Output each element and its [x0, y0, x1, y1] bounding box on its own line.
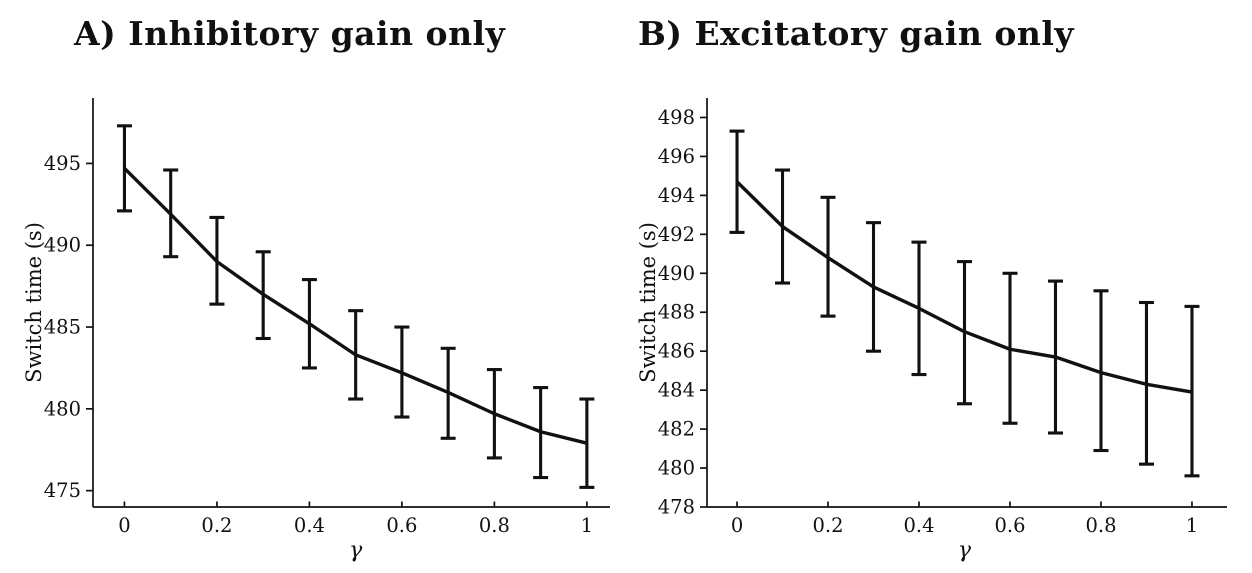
- y-tick-label: 488: [658, 301, 695, 324]
- x-tick-label: 0.4: [294, 514, 325, 537]
- y-tick-label: 484: [658, 379, 695, 402]
- x-tick-label: 0.4: [903, 514, 934, 537]
- x-tick-label: 0.8: [479, 514, 510, 537]
- y-axis-label: Switch time (s): [22, 222, 46, 383]
- x-tick-label: 0.6: [386, 514, 417, 537]
- y-tick-label: 496: [658, 145, 695, 168]
- y-tick-label: 480: [658, 457, 695, 480]
- panel-b: B) Excitatory gain only 478 480 482 484 486 4…: [626, 0, 1252, 573]
- y-tick-label: 490: [658, 262, 695, 285]
- y-tick-label: 490: [44, 234, 81, 257]
- x-axis-label: γ: [349, 538, 363, 563]
- y-tick-label: 482: [658, 418, 695, 441]
- panel-a-plot: 475 480 485 490 495 0 0.2 0.4 0.6 0.8 1 Switch time…: [22, 98, 610, 563]
- data-line: [123, 167, 588, 445]
- x-tick-label: 0: [118, 514, 130, 537]
- x-tick-label: 0.2: [201, 514, 232, 537]
- data-line: [735, 180, 1193, 394]
- x-tick-label: 1: [1186, 514, 1198, 537]
- x-tick-label: 1: [581, 514, 593, 537]
- y-axis-label: Switch time (s): [636, 222, 660, 383]
- panel-b-title: B) Excitatory gain only: [638, 14, 1075, 53]
- x-tick-label: 0: [731, 514, 743, 537]
- y-tick-label: 494: [658, 184, 695, 207]
- y-tick-label: 498: [658, 106, 695, 129]
- y-tick-label: 478: [658, 496, 695, 519]
- y-tick-label: 492: [658, 223, 695, 246]
- y-tick-label: 485: [44, 316, 81, 339]
- x-tick-label: 0.8: [1085, 514, 1116, 537]
- panel-a-title: A) Inhibitory gain only: [74, 14, 506, 53]
- y-tick-label: 495: [44, 152, 81, 175]
- x-tick-label: 0.2: [813, 514, 844, 537]
- y-tick-label: 475: [44, 479, 81, 502]
- x-tick-label: 0.6: [994, 514, 1025, 537]
- panel-a: A) Inhibitory gain only 475 480 485 490 495 0…: [22, 14, 610, 563]
- x-axis-label: γ: [958, 538, 972, 563]
- y-tick-label: 480: [44, 397, 81, 420]
- panel-b-plot: 478 480 482 484 486 488 490 492 494 496 498 0 0.2 0.4…: [636, 98, 1227, 563]
- y-tick-label: 486: [658, 340, 695, 363]
